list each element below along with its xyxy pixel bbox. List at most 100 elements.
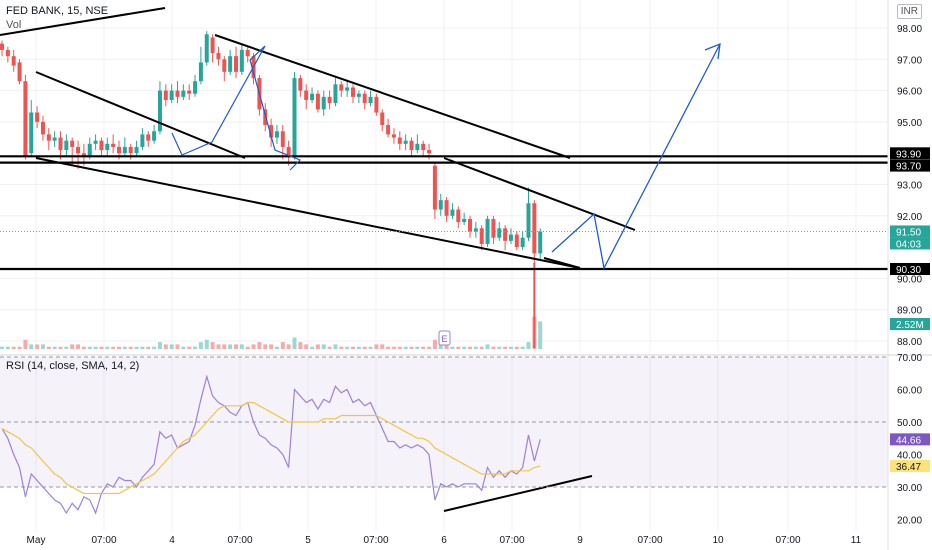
symbol-legend[interactable]: FED BANK, 15, NSE Vol xyxy=(6,5,108,31)
candle xyxy=(468,215,472,238)
volume-bar xyxy=(538,321,543,349)
grid-lines xyxy=(0,0,932,532)
volume-bar xyxy=(327,346,332,349)
candle-body xyxy=(432,165,437,210)
price-label-box xyxy=(890,147,930,160)
rsi-tick-label: 60.00 xyxy=(897,386,922,397)
volume-bar xyxy=(81,346,86,349)
candle-body xyxy=(491,218,496,238)
candle xyxy=(40,115,45,141)
candle xyxy=(356,90,361,104)
candle-body xyxy=(204,34,209,63)
candle xyxy=(157,81,162,135)
volume-bar xyxy=(339,346,344,349)
volume-bar xyxy=(87,346,92,349)
volume-bar xyxy=(479,346,484,349)
candle-body xyxy=(427,150,432,154)
candle-body xyxy=(11,56,16,66)
candle-body xyxy=(409,140,414,151)
volume-bar xyxy=(269,344,274,349)
price-label: 93.90 xyxy=(890,147,930,160)
rsi-legend[interactable]: RSI (14, close, SMA, 14, 2) xyxy=(6,360,140,372)
candle-body xyxy=(468,218,472,232)
volume-bar xyxy=(175,344,180,349)
price-label-box xyxy=(890,237,930,250)
candle xyxy=(274,125,279,144)
candle xyxy=(93,134,98,151)
candle xyxy=(111,134,116,154)
candle-body xyxy=(280,131,285,147)
candle-body xyxy=(274,131,279,138)
candle xyxy=(263,103,268,132)
rsi-value-label: 36.47 xyxy=(890,459,930,473)
price-label-text: 91.50 xyxy=(896,227,921,238)
volume-bar xyxy=(134,346,139,349)
price-label-box xyxy=(890,159,930,172)
price-label-text: 90.30 xyxy=(896,265,921,276)
candle xyxy=(52,131,57,147)
candle-body xyxy=(239,49,244,72)
price-label: 91.50 xyxy=(890,225,930,238)
volume-bar xyxy=(0,346,4,349)
volume-bar xyxy=(35,344,40,349)
candle-body xyxy=(462,218,467,223)
candle-body xyxy=(374,96,379,113)
volume-bar xyxy=(409,346,414,349)
candle-body xyxy=(169,90,174,100)
forecast-arrowhead xyxy=(704,42,721,60)
candle xyxy=(485,215,490,248)
price-label-box xyxy=(890,263,930,276)
candle xyxy=(327,90,332,110)
candle-body xyxy=(29,112,34,154)
candle-body xyxy=(421,143,426,151)
volume-bar xyxy=(421,346,426,349)
candle-body xyxy=(23,81,28,157)
volume-bar xyxy=(152,346,157,349)
volume-bar xyxy=(216,344,221,349)
candle-body xyxy=(514,234,519,248)
volume-bar xyxy=(140,346,145,349)
candle-body xyxy=(117,146,121,154)
volume-bar xyxy=(298,342,303,349)
candle-body xyxy=(128,146,133,154)
candle-body xyxy=(181,90,186,97)
candle-body xyxy=(0,43,4,50)
candle-body xyxy=(134,146,139,154)
candle-body xyxy=(58,137,63,151)
candle-body xyxy=(386,125,391,135)
candle-body xyxy=(444,200,449,216)
candle-body xyxy=(503,228,508,241)
candle xyxy=(456,206,461,229)
candle xyxy=(210,34,215,63)
candle xyxy=(58,131,63,160)
price-label: 90.30 xyxy=(890,263,930,276)
candle xyxy=(193,74,198,97)
volume-bar xyxy=(415,346,420,349)
volume-bar xyxy=(52,346,57,349)
candle xyxy=(333,78,338,107)
volume-bar xyxy=(234,344,238,349)
candle xyxy=(105,137,110,157)
price-tick-label: 88.00 xyxy=(897,337,922,348)
volume-bar xyxy=(292,337,297,349)
candle xyxy=(526,187,531,241)
rsi-value-label: 44.66 xyxy=(890,433,930,446)
volume-bar xyxy=(456,346,461,349)
axes: 98.00 97.00 96.00 95.00 93.00 92.00 90.00 89.00… xyxy=(27,0,930,550)
volume-bar xyxy=(345,346,350,349)
drawing-layer xyxy=(0,7,888,512)
earnings-marker: E xyxy=(438,330,451,346)
volume-bar xyxy=(503,346,508,349)
volume-bar xyxy=(257,342,262,349)
candle xyxy=(198,46,203,85)
trendline xyxy=(35,71,246,159)
trendline xyxy=(543,257,581,269)
candle xyxy=(397,131,402,151)
candle-body xyxy=(333,84,338,104)
currency-button[interactable]: INR xyxy=(896,4,922,19)
volume-bar xyxy=(157,342,162,349)
volume-bar xyxy=(210,342,215,349)
candle-body xyxy=(532,203,537,254)
candle xyxy=(35,106,40,129)
